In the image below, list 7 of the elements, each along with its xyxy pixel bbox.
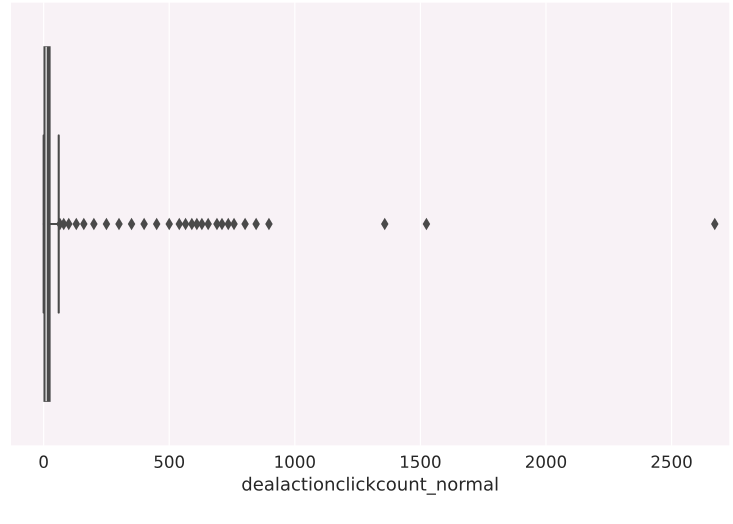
x-axis-title: dealactionclickcount_normal — [242, 476, 498, 495]
x-tick-label: 2000 — [526, 455, 566, 468]
x-tick-label: 500 — [154, 455, 184, 468]
x-tick-label: 2500 — [652, 455, 692, 468]
x-tick-label: 0 — [39, 455, 48, 468]
x-tick-label: 1500 — [401, 455, 440, 468]
x-tick-label: 1000 — [275, 455, 315, 468]
